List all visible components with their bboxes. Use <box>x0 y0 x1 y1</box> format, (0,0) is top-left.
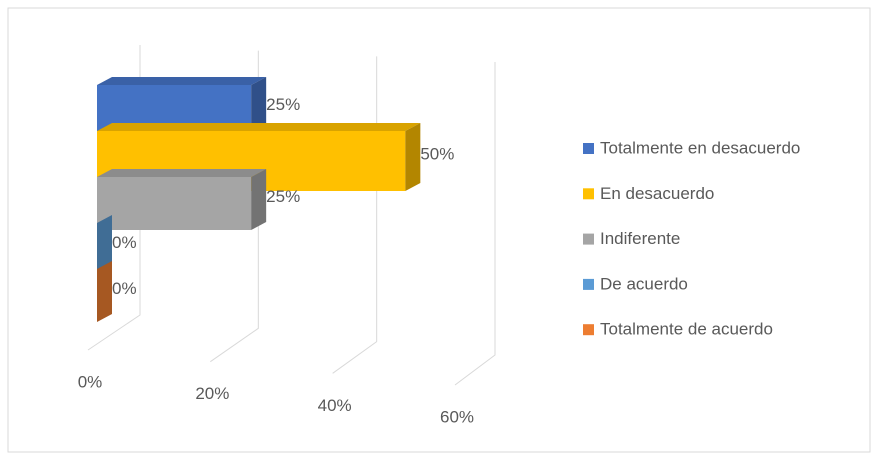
bar-side <box>251 169 267 230</box>
legend-swatch <box>583 143 594 154</box>
legend-label: Totalmente en desacuerdo <box>600 138 800 157</box>
bar-side <box>251 77 267 138</box>
legend-swatch <box>583 278 594 290</box>
bar-side <box>97 215 112 276</box>
bar <box>97 177 252 230</box>
legend-label: De acuerdo <box>600 274 688 293</box>
data-label: 25% <box>266 95 300 114</box>
legend-swatch <box>583 233 594 245</box>
bar-side <box>405 123 421 191</box>
x-tick-label: 0% <box>78 372 103 391</box>
x-tick-label: 40% <box>318 396 352 415</box>
data-label: 0% <box>112 233 137 252</box>
legend-label: Totalmente de acuerdo <box>600 320 773 339</box>
data-label: 50% <box>420 144 454 163</box>
x-tick-label: 60% <box>440 407 474 426</box>
x-tick-label: 20% <box>195 384 229 403</box>
bar-top <box>97 77 267 85</box>
legend-label: En desacuerdo <box>600 184 714 203</box>
data-label: 0% <box>112 279 137 298</box>
legend-swatch <box>583 188 594 200</box>
legend-swatch <box>583 324 594 336</box>
grid-line <box>454 62 496 386</box>
legend-label: Indiferente <box>600 229 680 248</box>
bar-side <box>97 261 112 322</box>
bar-top <box>97 123 421 131</box>
data-label: 25% <box>266 187 300 206</box>
bar-top <box>97 169 267 177</box>
